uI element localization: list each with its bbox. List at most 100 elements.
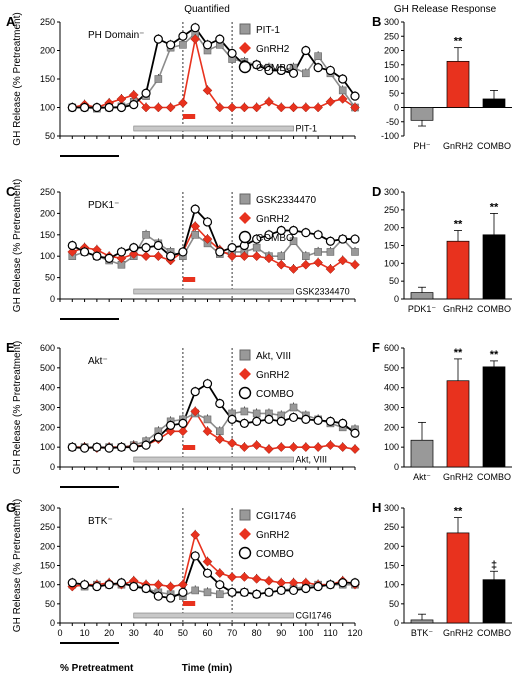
data-point-g-1-15 — [251, 574, 262, 584]
data-point-c-1-22 — [337, 255, 348, 266]
y-tick-label-g-300: 300 — [40, 503, 55, 513]
data-point-a-2-3 — [104, 102, 114, 113]
header-gh-release-response: GH Release Response — [394, 4, 497, 15]
panel-title-a: PH Domain⁻ — [88, 30, 144, 41]
series-line-g-0 — [72, 583, 355, 597]
data-point-e-1-16 — [264, 444, 274, 455]
y-tick-label-e-0: 0 — [50, 462, 55, 472]
series-line-g-2 — [72, 553, 355, 600]
data-point-g-2-20 — [313, 581, 323, 592]
data-point-e-2-18 — [288, 412, 299, 423]
data-point-g-2-18 — [288, 585, 299, 596]
data-point-c-2-2 — [92, 251, 102, 261]
data-point-e-1-10 — [190, 406, 201, 417]
data-point-e-2-14 — [239, 418, 249, 428]
y-tick-label-e-400: 400 — [40, 383, 55, 393]
bar-category-label-h-2: COMBO — [477, 628, 511, 638]
bar-h-0 — [410, 619, 434, 624]
data-point-g-2-5 — [129, 581, 139, 592]
x-tick-label-120: 120 — [347, 628, 362, 638]
drug-bar-g — [133, 612, 294, 619]
data-point-e-0-18 — [289, 403, 298, 412]
data-point-g-2-3 — [104, 580, 114, 590]
data-point-a-1-9 — [178, 98, 188, 108]
header-quantified: Quantified — [184, 4, 230, 15]
data-point-a-1-13 — [227, 102, 237, 113]
data-point-e-2-0 — [67, 442, 77, 452]
legend-label-a-2: COMBO — [256, 63, 294, 74]
data-point-c-1-23 — [350, 259, 360, 270]
y-tick-label-d-300: 300 — [384, 187, 399, 197]
y-axis-title-a: GH Release (% Pretreatment) — [12, 12, 23, 145]
panel-letter-a: A — [6, 14, 16, 29]
bar-annotation-h-2: ‡ — [491, 559, 497, 571]
data-point-a-0-19 — [302, 69, 310, 78]
legend-marker-g-2 — [238, 546, 252, 560]
y-tick-label-d-0: 0 — [394, 294, 399, 304]
y-tick-label-c-250: 250 — [40, 187, 55, 197]
data-point-c-2-10 — [190, 204, 200, 214]
data-point-a-1-22 — [337, 94, 348, 104]
gnrh-bar-g — [182, 601, 196, 606]
x-axis-title: Time (min) — [182, 663, 232, 674]
data-point-c-2-1 — [79, 247, 90, 257]
data-point-e-1-22 — [337, 442, 348, 453]
data-point-g-2-23 — [350, 578, 360, 588]
data-point-c-1-19 — [300, 259, 311, 270]
panel-letter-f: F — [372, 340, 380, 355]
data-point-a-2-12 — [215, 34, 225, 44]
data-point-a-2-7 — [153, 34, 163, 44]
data-point-c-2-21 — [325, 236, 336, 246]
data-point-c-2-13 — [227, 243, 237, 253]
data-point-e-2-11 — [202, 379, 213, 389]
panel-title-g: BTK⁻ — [88, 516, 113, 527]
data-point-a-1-23 — [350, 102, 360, 113]
y-tick-label-c-0: 0 — [50, 294, 55, 304]
y-tick-label-h-0: 0 — [394, 618, 399, 628]
bar-annotation-f-1: ** — [454, 347, 463, 359]
data-point-e-1-17 — [276, 442, 287, 453]
y-tick-label-b-250: 250 — [384, 31, 399, 41]
data-point-a-2-1 — [79, 102, 90, 113]
bar-f-0 — [410, 439, 434, 468]
y-tick-label-b-300: 300 — [384, 17, 399, 27]
y-tick-label-c-100: 100 — [40, 251, 55, 261]
y-tick-label-f-200: 200 — [384, 422, 399, 432]
legend-label-g-1: GnRH2 — [256, 530, 290, 541]
data-point-a-1-18 — [288, 102, 299, 113]
legend-label-a-0: PIT-1 — [256, 25, 280, 36]
y-tick-label-h-300: 300 — [384, 503, 399, 513]
y-tick-label-f-500: 500 — [384, 363, 399, 373]
x-tick-label-0: 0 — [57, 628, 62, 638]
y-tick-label-a-250: 250 — [40, 17, 55, 27]
y-tick-label-b-200: 200 — [384, 46, 399, 56]
series-line-e-2 — [72, 382, 356, 450]
data-point-g-2-0 — [67, 578, 77, 588]
legend-label-e-1: GnRH2 — [256, 370, 290, 381]
data-point-a-1-6 — [141, 102, 151, 113]
bar-f-2 — [482, 366, 506, 468]
data-point-g-2-7 — [153, 591, 163, 601]
x-tick-label-60: 60 — [202, 628, 212, 638]
x-tick-label-40: 40 — [153, 628, 163, 638]
data-point-a-1-7 — [153, 102, 164, 113]
x-tick-label-80: 80 — [252, 628, 262, 638]
data-point-c-1-13 — [227, 251, 237, 262]
data-point-a-0-22 — [338, 86, 347, 95]
data-point-e-1-13 — [227, 438, 237, 449]
data-point-g-1-12 — [214, 568, 225, 579]
data-point-a-2-21 — [325, 65, 336, 76]
data-point-c-1-14 — [239, 251, 250, 262]
x-tick-label-30: 30 — [129, 628, 139, 638]
data-point-a-1-8 — [165, 102, 176, 113]
legend-marker-c-1 — [239, 212, 251, 224]
data-point-e-0-15 — [252, 409, 261, 418]
y-axis-title-g: GH Release (% Pretreatment) — [12, 499, 23, 632]
data-point-e-1-15 — [251, 440, 262, 451]
drug-bar-c — [133, 288, 294, 295]
bar-category-label-f-2: COMBO — [477, 472, 511, 482]
data-point-c-2-23 — [350, 234, 360, 244]
x-tick-label-10: 10 — [80, 628, 90, 638]
y-tick-label-a-50: 50 — [45, 131, 55, 141]
